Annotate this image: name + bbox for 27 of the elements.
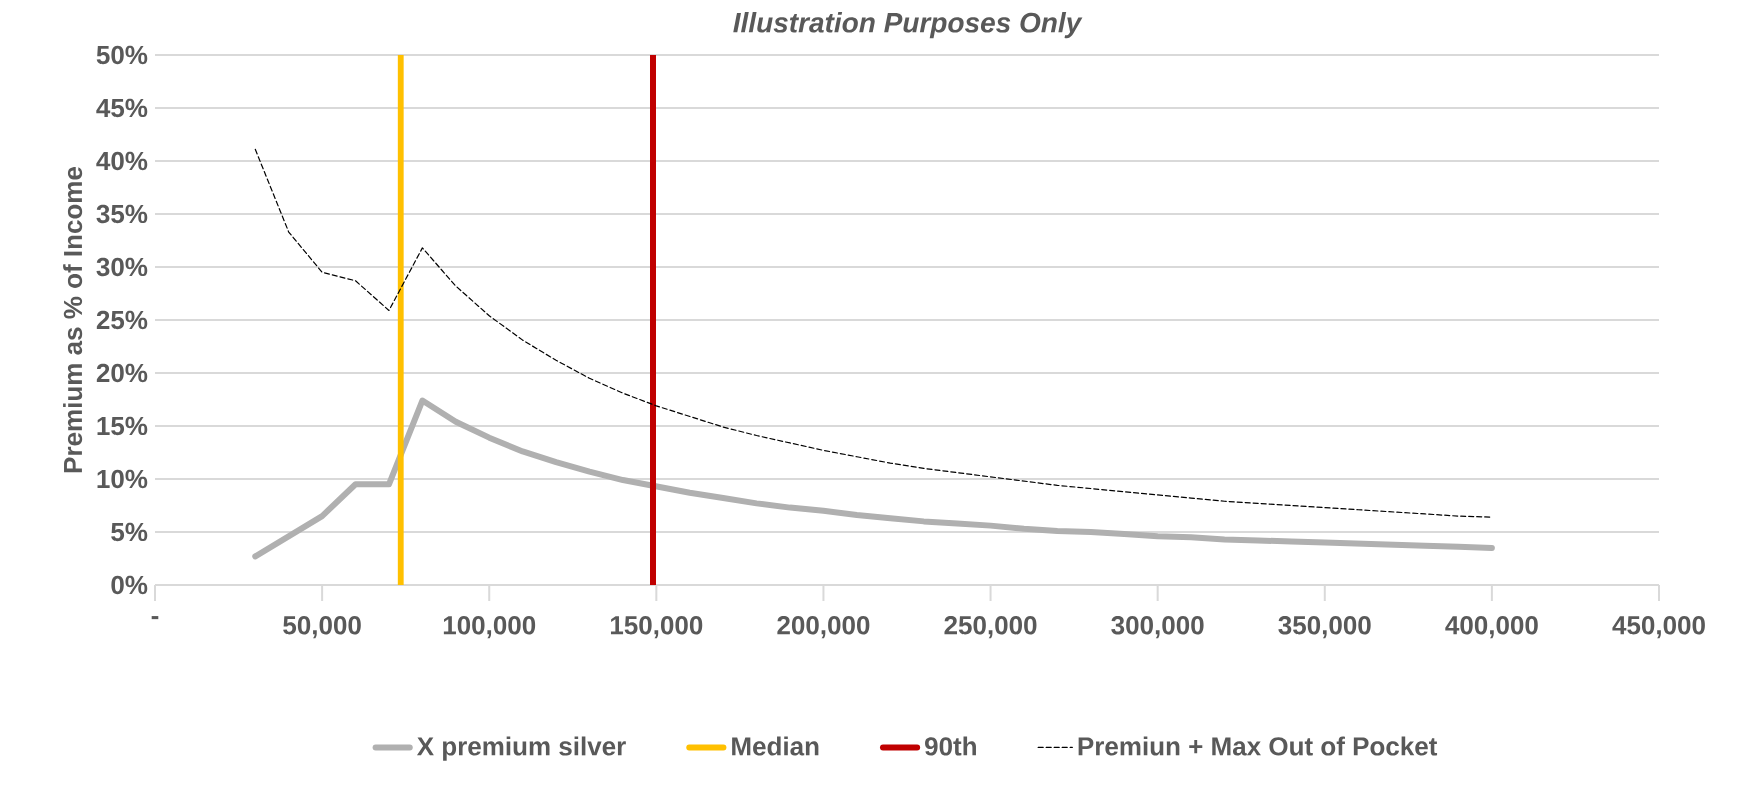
x-tick-label: 50,000 [283,616,361,639]
y-tick-label: 30% [96,257,148,277]
x-tick-label: 400,000 [1445,616,1538,639]
x-tick-label: 150,000 [610,616,703,639]
chart-title: Illustration Purposes Only [733,12,1083,39]
y-tick-label: 10% [97,469,148,489]
y-tick-label: 45% [96,98,148,118]
legend-label: X premium silver [416,736,626,761]
x-tick-label: 350,000 [1278,616,1371,639]
x-tick-label: 250,000 [944,616,1037,639]
legend-label: Median [732,736,819,756]
legend-label: 90th [925,736,976,756]
x-tick-label: 100,000 [443,616,536,639]
x-tick-label: 200,000 [777,616,870,639]
x-tick-label: 450,000 [1612,616,1705,639]
y-tick-label: 15% [97,416,148,436]
x-tick-label: 300,000 [1111,616,1204,639]
y-axis-title: Premium as % of Income [63,167,83,473]
y-tick-label: 5% [111,522,148,542]
y-tick-label: 35% [96,204,148,224]
y-tick-label: 25% [96,310,148,330]
y-tick-label: 50% [96,45,148,65]
x-tick-label: - [151,616,159,620]
y-tick-label: 0% [111,575,148,595]
y-tick-label: 40% [96,151,148,171]
y-tick-label: 20% [96,363,148,383]
legend-label: Premiun + Max Out of Pocket [1078,736,1438,756]
